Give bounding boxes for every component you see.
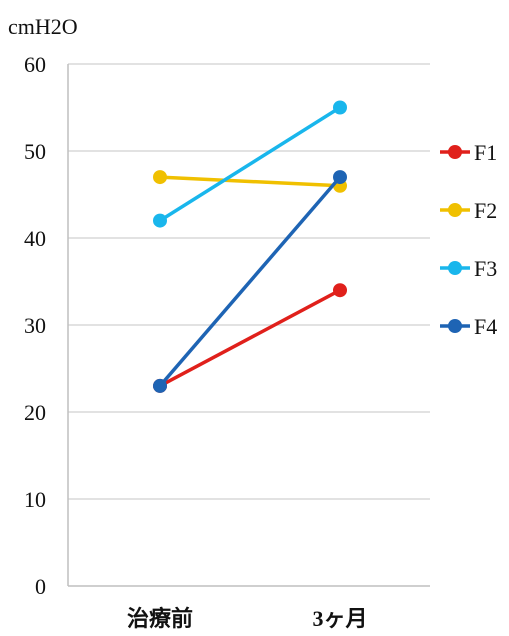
legend-item-f1: F1: [440, 140, 497, 165]
y-tick-label: 30: [24, 313, 46, 338]
series-line: [159, 288, 341, 388]
y-tick-label: 0: [35, 574, 46, 599]
y-tick-label: 20: [24, 400, 46, 425]
data-point: [153, 378, 167, 393]
legend: F1 F2 F3 F4: [440, 140, 497, 339]
series-lines: [153, 100, 347, 393]
series-line: [158, 175, 342, 388]
y-tick-label: 60: [24, 52, 46, 77]
legend-label: F3: [474, 256, 497, 281]
legend-swatch-marker: [448, 319, 462, 333]
data-point: [333, 100, 347, 115]
data-point: [333, 283, 347, 298]
legend-label: F1: [474, 140, 497, 165]
legend-item-f4: F4: [440, 314, 497, 339]
y-axis-unit-label: cmH2O: [8, 14, 78, 39]
gridlines: [68, 63, 430, 500]
series-f3: [153, 100, 347, 228]
series-f2: [153, 170, 347, 193]
legend-swatch-marker: [448, 261, 462, 275]
legend-item-f2: F2: [440, 198, 497, 223]
data-point: [333, 170, 347, 185]
data-point: [153, 170, 167, 185]
y-tick-label: 50: [24, 139, 46, 164]
x-category-label: 3ヶ月: [312, 606, 367, 631]
legend-label: F2: [474, 198, 497, 223]
legend-swatch-marker: [448, 203, 462, 217]
legend-item-f3: F3: [440, 256, 497, 281]
series-f4: [153, 170, 347, 393]
series-f1: [153, 283, 347, 393]
series-line: [159, 106, 341, 223]
data-point: [153, 213, 167, 228]
y-tick-label: 40: [24, 226, 46, 251]
legend-label: F4: [474, 314, 497, 339]
legend-swatch-marker: [448, 145, 462, 159]
y-tick-label: 10: [24, 487, 46, 512]
x-category-label: 治療前: [127, 606, 193, 631]
axes: 0 10 20 30 40 50 60 治療前 3ヶ月: [24, 52, 430, 631]
series-line: [159, 175, 341, 188]
